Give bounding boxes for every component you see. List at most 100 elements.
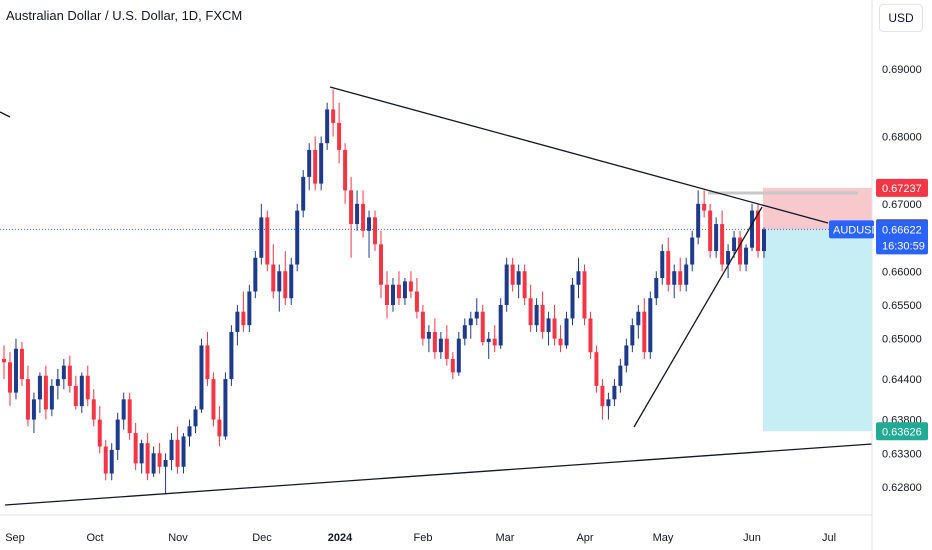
candle-body[interactable] bbox=[259, 217, 264, 258]
candle-body[interactable] bbox=[7, 362, 12, 393]
candle-body[interactable] bbox=[552, 318, 557, 339]
candle-body[interactable] bbox=[474, 311, 479, 319]
candle-body[interactable] bbox=[606, 399, 611, 407]
candle-body[interactable] bbox=[175, 439, 180, 467]
candle-body[interactable] bbox=[2, 358, 6, 363]
candle-body[interactable] bbox=[660, 251, 665, 278]
candle-body[interactable] bbox=[253, 257, 258, 292]
candle-body[interactable] bbox=[516, 271, 521, 285]
candle-body[interactable] bbox=[630, 325, 635, 346]
candle-body[interactable] bbox=[684, 264, 689, 285]
candle-body[interactable] bbox=[762, 229, 766, 252]
candle-body[interactable] bbox=[396, 284, 401, 299]
candle-body[interactable] bbox=[103, 446, 108, 474]
candle-body[interactable] bbox=[756, 210, 761, 252]
trendline-left-stub[interactable] bbox=[0, 111, 11, 118]
candle-body[interactable] bbox=[289, 264, 294, 299]
candle-body[interactable] bbox=[588, 318, 593, 353]
candle-body[interactable] bbox=[115, 419, 120, 450]
take-profit-zone[interactable] bbox=[763, 229, 872, 432]
candle-body[interactable] bbox=[151, 453, 156, 474]
candle-body[interactable] bbox=[390, 284, 395, 305]
candle-body[interactable] bbox=[121, 399, 126, 420]
candle-body[interactable] bbox=[295, 210, 300, 265]
candle-body[interactable] bbox=[205, 345, 210, 380]
candle-body[interactable] bbox=[636, 311, 641, 326]
candle-body[interactable] bbox=[271, 264, 276, 292]
candle-body[interactable] bbox=[79, 375, 84, 407]
candle-body[interactable] bbox=[720, 224, 725, 265]
candle-body[interactable] bbox=[456, 338, 461, 373]
candle-body[interactable] bbox=[732, 237, 737, 252]
candle-body[interactable] bbox=[576, 271, 581, 285]
candle-body[interactable] bbox=[408, 281, 413, 292]
candle-body[interactable] bbox=[283, 271, 288, 299]
candle-body[interactable] bbox=[540, 304, 545, 332]
candle-body[interactable] bbox=[528, 298, 533, 326]
candle-body[interactable] bbox=[708, 210, 713, 252]
candle-body[interactable] bbox=[211, 379, 216, 420]
candle-body[interactable] bbox=[420, 311, 425, 339]
candle-body[interactable] bbox=[43, 375, 48, 410]
candle-body[interactable] bbox=[49, 385, 54, 410]
candle-body[interactable] bbox=[379, 244, 384, 285]
candle-body[interactable] bbox=[696, 203, 701, 238]
candle-body[interactable] bbox=[325, 109, 330, 144]
candle-body[interactable] bbox=[181, 436, 186, 467]
candle-body[interactable] bbox=[97, 419, 102, 447]
candle-body[interactable] bbox=[373, 217, 378, 245]
candle-body[interactable] bbox=[349, 190, 354, 225]
candle-body[interactable] bbox=[37, 375, 42, 400]
candle-body[interactable] bbox=[109, 449, 114, 474]
candle-body[interactable] bbox=[31, 399, 36, 420]
candle-body[interactable] bbox=[462, 325, 467, 339]
support-trendline[interactable] bbox=[4, 443, 873, 506]
candle-body[interactable] bbox=[55, 379, 60, 386]
candle-body[interactable] bbox=[582, 271, 587, 319]
candle-body[interactable] bbox=[307, 149, 312, 177]
candle-body[interactable] bbox=[624, 345, 629, 366]
candle-body[interactable] bbox=[384, 284, 389, 305]
currency-button[interactable]: USD bbox=[879, 4, 923, 32]
candle-body[interactable] bbox=[564, 318, 569, 346]
candle-body[interactable] bbox=[343, 149, 348, 191]
candle-body[interactable] bbox=[402, 281, 407, 299]
candle-body[interactable] bbox=[594, 352, 599, 386]
candle-body[interactable] bbox=[444, 338, 449, 359]
candle-body[interactable] bbox=[85, 375, 90, 400]
candle-body[interactable] bbox=[492, 338, 497, 346]
candle-body[interactable] bbox=[223, 379, 228, 437]
candle-body[interactable] bbox=[91, 399, 96, 420]
candle-body[interactable] bbox=[504, 264, 509, 305]
candle-body[interactable] bbox=[169, 439, 174, 461]
candle-body[interactable] bbox=[600, 385, 605, 407]
candle-body[interactable] bbox=[139, 443, 144, 464]
candle-body[interactable] bbox=[235, 311, 240, 332]
candle-body[interactable] bbox=[25, 379, 30, 420]
candle-body[interactable] bbox=[486, 338, 491, 343]
candle-body[interactable] bbox=[73, 385, 78, 407]
candle-body[interactable] bbox=[750, 210, 755, 248]
candle-body[interactable] bbox=[13, 348, 18, 393]
candle-body[interactable] bbox=[355, 203, 360, 225]
candle-body[interactable] bbox=[337, 122, 342, 150]
candle-body[interactable] bbox=[546, 318, 551, 332]
candle-body[interactable] bbox=[217, 419, 222, 437]
candle-body[interactable] bbox=[498, 304, 503, 346]
candle-body[interactable] bbox=[522, 271, 527, 299]
candle-body[interactable] bbox=[127, 399, 132, 434]
candle-body[interactable] bbox=[726, 251, 731, 265]
candle-body[interactable] bbox=[331, 109, 336, 123]
candle-body[interactable] bbox=[133, 433, 138, 464]
candle-body[interactable] bbox=[666, 251, 671, 285]
candle-body[interactable] bbox=[570, 284, 575, 319]
candle-body[interactable] bbox=[241, 311, 246, 326]
candle-body[interactable] bbox=[558, 338, 563, 346]
candle-body[interactable] bbox=[193, 409, 198, 427]
candle-body[interactable] bbox=[157, 453, 162, 467]
candle-body[interactable] bbox=[534, 304, 539, 326]
candle-body[interactable] bbox=[426, 331, 431, 339]
candle-body[interactable] bbox=[468, 318, 473, 326]
candle-body[interactable] bbox=[187, 426, 192, 437]
